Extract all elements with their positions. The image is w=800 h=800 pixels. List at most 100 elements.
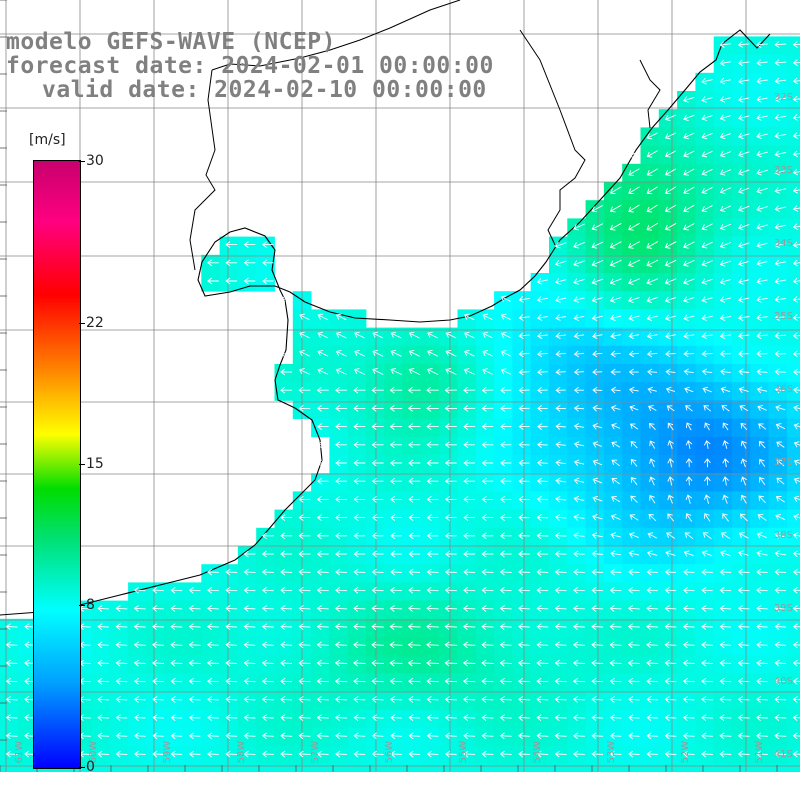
wind-speed-cell xyxy=(512,382,532,401)
wind-arrow xyxy=(481,386,494,394)
wind-arrow xyxy=(665,386,676,394)
wind-speed-cell xyxy=(347,473,367,492)
wind-speed-cell xyxy=(183,764,202,772)
wind-speed-cell xyxy=(549,546,568,565)
wind-speed-cell xyxy=(622,637,641,656)
wind-arrow xyxy=(353,659,366,667)
wind-speed-cell xyxy=(768,764,788,772)
wind-speed-cell xyxy=(347,509,367,529)
wind-speed-cell xyxy=(768,54,788,74)
wind-speed-cell xyxy=(549,582,568,601)
wind-speed-cell xyxy=(603,327,623,347)
wind-speed-cell xyxy=(713,709,733,729)
wind-arrow xyxy=(629,532,639,539)
wind-arrow xyxy=(573,405,585,412)
wind-arrow xyxy=(737,59,750,67)
wind-arrow xyxy=(775,423,786,430)
wind-speed-cell xyxy=(146,600,166,620)
wind-arrow xyxy=(536,495,548,503)
wind-arrow xyxy=(701,696,713,703)
wind-speed-cell xyxy=(384,455,403,474)
wind-arrow xyxy=(628,568,640,576)
wind-speed-cell xyxy=(786,291,800,310)
wind-arrow xyxy=(407,386,421,394)
wind-arrow xyxy=(536,568,549,576)
wind-arrow xyxy=(518,423,530,430)
wind-arrow xyxy=(536,332,548,340)
wind-speed-cell xyxy=(274,655,294,674)
wind-arrow xyxy=(720,386,731,394)
wind-arrow xyxy=(335,441,347,449)
wind-arrow xyxy=(537,386,548,394)
wind-speed-cell xyxy=(439,746,458,765)
wind-speed-cell xyxy=(549,764,568,772)
wind-arrow xyxy=(555,278,567,285)
wind-arrow xyxy=(573,586,585,594)
wind-speed-cell xyxy=(420,637,440,656)
wind-arrow xyxy=(627,259,640,267)
wind-speed-cell xyxy=(274,600,294,620)
wind-arrow xyxy=(646,150,658,158)
wind-speed-cell xyxy=(439,618,458,638)
wind-speed-cell xyxy=(347,637,367,656)
wind-arrow xyxy=(701,241,713,249)
wind-arrow xyxy=(445,514,457,521)
wind-speed-cell xyxy=(439,582,458,601)
wind-arrow xyxy=(371,423,384,430)
wind-arrow xyxy=(335,349,347,357)
wind-arrow xyxy=(335,331,347,339)
wind-speed-cell xyxy=(311,509,330,529)
wind-speed-cell xyxy=(494,382,513,401)
wind-arrow xyxy=(756,314,768,321)
wind-arrow xyxy=(518,750,531,758)
wind-speed-cell xyxy=(329,509,349,529)
wind-arrow xyxy=(444,659,458,667)
wind-arrow xyxy=(481,423,494,430)
wind-arrow xyxy=(261,641,274,649)
wind-arrow xyxy=(463,368,475,375)
wind-speed-cell xyxy=(366,491,385,510)
wind-arrow xyxy=(371,496,384,503)
wind-arrow xyxy=(444,696,457,703)
wind-arrow xyxy=(684,386,694,394)
wind-arrow xyxy=(738,96,750,103)
lagoon-outline xyxy=(639,59,661,129)
wind-speed-cell xyxy=(109,637,129,656)
wind-speed-cell xyxy=(256,691,275,711)
wind-arrow xyxy=(554,696,567,703)
wind-speed-cell xyxy=(475,509,495,529)
wind-arrow xyxy=(481,514,494,521)
wind-arrow xyxy=(722,513,729,522)
wind-speed-cell xyxy=(732,600,751,620)
wind-speed-cell xyxy=(494,527,513,547)
wind-arrow xyxy=(592,513,603,521)
wind-arrow xyxy=(664,586,677,594)
wind-arrow xyxy=(334,641,348,649)
wind-speed-cell xyxy=(768,600,788,620)
wind-arrow xyxy=(317,313,329,321)
wind-speed-cell xyxy=(585,728,605,747)
wind-arrow xyxy=(371,568,384,576)
map-title: modelo GEFS-WAVE (NCEP) forecast date: 20… xyxy=(6,30,494,102)
wind-arrow xyxy=(554,641,567,649)
wind-arrow xyxy=(756,532,768,539)
wind-arrow xyxy=(719,260,732,267)
wind-speed-cell xyxy=(91,728,111,747)
wind-arrow xyxy=(225,568,238,576)
wind-arrow xyxy=(97,641,109,649)
wind-arrow xyxy=(316,659,329,667)
wind-arrow xyxy=(280,350,293,358)
wind-arrow xyxy=(500,477,512,485)
wind-speed-cell xyxy=(366,546,385,565)
wind-arrow xyxy=(704,458,711,468)
wind-speed-cell xyxy=(109,600,129,620)
wind-arrow xyxy=(609,732,622,740)
wind-speed-cell xyxy=(786,436,800,456)
wind-speed-cell xyxy=(384,691,403,711)
longitude-label: 60W xyxy=(88,741,99,764)
wind-speed-cell xyxy=(475,728,495,747)
wind-speed-cell xyxy=(439,764,458,772)
wind-speed-cell xyxy=(786,582,800,601)
wind-arrow xyxy=(721,405,730,412)
wind-speed-cell xyxy=(768,691,788,711)
